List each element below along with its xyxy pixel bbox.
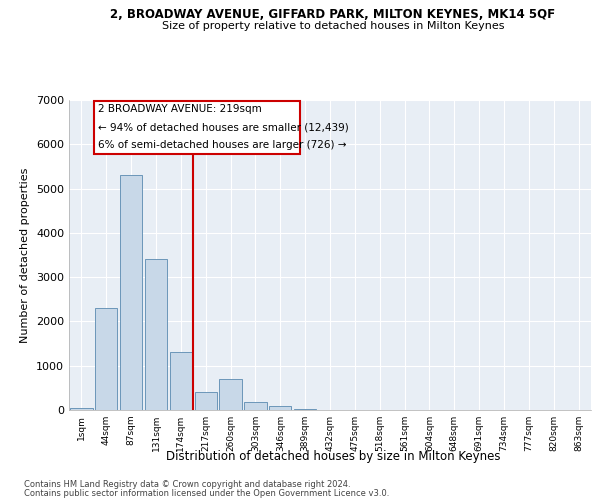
Bar — [269, 406, 292, 410]
Bar — [294, 408, 316, 410]
Bar — [170, 352, 192, 410]
Bar — [70, 408, 92, 410]
Bar — [95, 308, 118, 410]
FancyBboxPatch shape — [94, 101, 300, 154]
Text: 2, BROADWAY AVENUE, GIFFARD PARK, MILTON KEYNES, MK14 5QF: 2, BROADWAY AVENUE, GIFFARD PARK, MILTON… — [110, 8, 556, 20]
Bar — [220, 379, 242, 410]
Bar — [194, 392, 217, 410]
Text: Contains HM Land Registry data © Crown copyright and database right 2024.: Contains HM Land Registry data © Crown c… — [24, 480, 350, 489]
Text: 6% of semi-detached houses are larger (726) →: 6% of semi-detached houses are larger (7… — [98, 140, 346, 150]
Bar — [145, 260, 167, 410]
Bar — [120, 176, 142, 410]
Text: ← 94% of detached houses are smaller (12,439): ← 94% of detached houses are smaller (12… — [98, 122, 349, 132]
Text: Size of property relative to detached houses in Milton Keynes: Size of property relative to detached ho… — [162, 21, 504, 31]
Text: 2 BROADWAY AVENUE: 219sqm: 2 BROADWAY AVENUE: 219sqm — [98, 104, 262, 115]
Y-axis label: Number of detached properties: Number of detached properties — [20, 168, 31, 342]
Text: Distribution of detached houses by size in Milton Keynes: Distribution of detached houses by size … — [166, 450, 500, 463]
Bar — [244, 402, 266, 410]
Text: Contains public sector information licensed under the Open Government Licence v3: Contains public sector information licen… — [24, 489, 389, 498]
